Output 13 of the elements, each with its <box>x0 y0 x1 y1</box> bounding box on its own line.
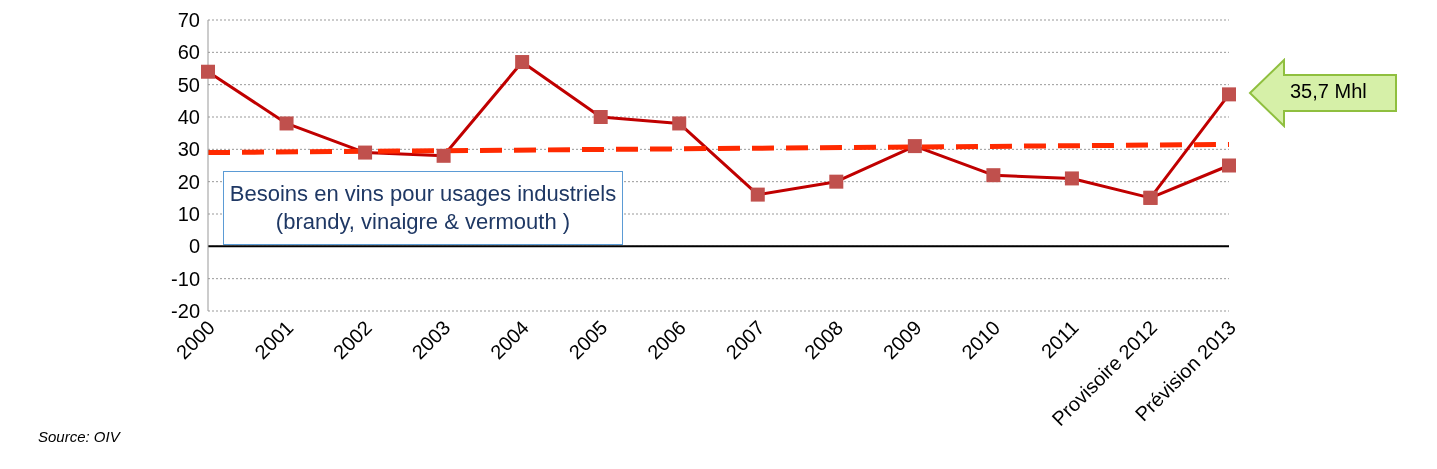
y-tick-label: 70 <box>177 9 200 32</box>
y-tick-label: 60 <box>177 41 200 64</box>
y-tick-label: 20 <box>177 170 200 193</box>
text: Besoins en vins pour usages industriels (brandy, vinaigre & vermouth ) <box>223 171 623 245</box>
y-tick-label: -10 <box>171 267 200 290</box>
source-note: Source: OIV <box>38 428 120 445</box>
y-tick-label: 30 <box>177 138 200 161</box>
y-tick-label: 0 <box>188 235 200 258</box>
y-tick-label: 10 <box>177 203 200 226</box>
callout-arrow: 35,7 Mhl <box>1248 58 1398 128</box>
y-tick-label: 50 <box>177 73 200 96</box>
y-tick-label: -20 <box>171 300 200 323</box>
y-tick-label: 40 <box>177 106 200 129</box>
